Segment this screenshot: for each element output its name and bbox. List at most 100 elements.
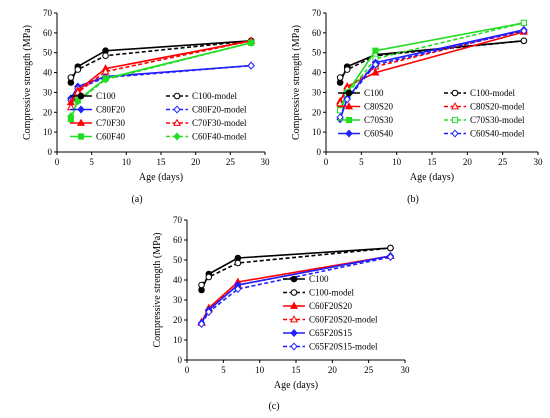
panel-label: (b): [407, 194, 419, 205]
legend-entry: C60S40: [338, 129, 394, 139]
legend-entry: C70S30-model: [444, 115, 525, 125]
legend-label: C65F20S15: [309, 328, 353, 338]
legend-marker: [345, 129, 353, 138]
chart-panel-2: 0 5 10 15 20 25 30 0 10 20 30 40 50 60 70 Age (days) Com…: [291, 8, 543, 205]
legend-label: C80F20-model: [192, 105, 247, 115]
data-point: [101, 75, 110, 84]
data-point: [520, 26, 528, 35]
legend-label: C100-model: [309, 288, 354, 298]
legend-entry: C100: [70, 91, 116, 101]
x-tick-label: 30: [401, 365, 411, 375]
legend-marker: [451, 129, 459, 138]
legend-entry: C65F20S15-model: [283, 342, 378, 352]
x-axis-label: Age (days): [274, 380, 318, 391]
y-tick-label: 10: [173, 335, 183, 345]
legend-marker: [173, 105, 181, 114]
data-point: [205, 273, 213, 281]
y-tick-label: 60: [173, 235, 183, 245]
y-tick-label: 40: [173, 275, 183, 285]
data-point: [372, 47, 379, 54]
legend-marker: [289, 301, 299, 309]
legend-marker: [77, 133, 85, 140]
x-tick-label: 0: [55, 157, 60, 167]
legend-label: C80F20: [96, 105, 126, 115]
x-tick-label: 0: [324, 157, 329, 167]
legend-marker: [345, 116, 353, 124]
legend-label: C80S20: [364, 102, 394, 112]
x-tick-label: 10: [392, 157, 402, 167]
legend-label: C60F40-model: [192, 132, 247, 142]
x-tick-label: 30: [534, 157, 544, 167]
x-axis-label: Age (days): [410, 172, 454, 183]
series-c70s30: [337, 19, 527, 113]
data-point: [198, 281, 205, 289]
legend-label: C60F20S20: [309, 301, 353, 311]
y-axis-label: Compressive strength (MPa): [291, 25, 302, 140]
y-tick-label: 70: [43, 8, 53, 18]
data-point: [197, 319, 206, 329]
series-line: [200, 247, 391, 291]
legend-label: C60S40-model: [470, 129, 525, 139]
data-point: [67, 112, 75, 121]
legend-marker: [173, 92, 181, 100]
data-point: [74, 66, 82, 73]
data-point: [234, 284, 242, 294]
legend-entry: C80S20: [338, 102, 394, 112]
legend-label: C60S40: [364, 129, 394, 139]
legend-entry: C60F40-model: [166, 132, 247, 142]
legend-entry: C100-model: [283, 288, 354, 298]
data-point: [386, 252, 395, 262]
y-tick-label: 10: [312, 127, 322, 137]
series-c100-model: [198, 244, 394, 289]
data-point: [102, 52, 109, 59]
y-tick-label: 0: [317, 147, 322, 157]
series-line: [339, 40, 524, 79]
legend-entry: C100-model: [166, 91, 237, 101]
y-tick-label: 40: [43, 68, 53, 78]
legend-label: C100-model: [192, 91, 237, 101]
data-point: [520, 37, 528, 45]
legend-entry: C60S40-model: [444, 129, 525, 139]
data-point: [387, 244, 394, 252]
legend-label: C100: [96, 91, 116, 101]
chart-panel-1: 0 5 10 15 20 25 30 0 10 20 30 40 50 60 70 Age (days) Com…: [22, 8, 270, 205]
y-tick-label: 50: [173, 255, 183, 265]
series-line: [339, 22, 525, 111]
y-tick-label: 50: [312, 48, 322, 58]
data-point: [343, 95, 351, 104]
legend-entry: C70F30: [70, 118, 126, 128]
x-tick-label: 15: [292, 365, 302, 375]
legend-label: C70S30: [364, 115, 394, 125]
y-tick-label: 70: [312, 8, 322, 18]
data-point: [343, 66, 351, 73]
legend-label: C100: [364, 88, 384, 98]
series-line: [200, 247, 391, 286]
y-tick-label: 30: [173, 295, 183, 305]
legend-marker: [289, 315, 299, 323]
legend-label: C70S30-model: [470, 115, 525, 125]
series-c100-model: [336, 37, 528, 81]
x-tick-label: 20: [463, 157, 473, 167]
series-c70s30-model: [337, 19, 527, 114]
legend-marker: [290, 328, 298, 338]
x-tick-label: 10: [122, 157, 132, 167]
panel-label: (c): [268, 401, 279, 412]
y-tick-label: 10: [43, 127, 53, 137]
legend: C100 C100-model C60F20S20 C60F20S20-model C6…: [283, 274, 378, 352]
x-tick-label: 15: [157, 157, 167, 167]
legend-label: C70F30-model: [192, 118, 247, 128]
data-point: [247, 61, 255, 70]
series-c65f20s15-model: [197, 252, 395, 329]
series-line: [70, 40, 252, 108]
x-tick-label: 5: [221, 365, 226, 375]
series-line: [200, 255, 391, 323]
legend-entry: C60F20S20-model: [283, 315, 378, 325]
y-tick-label: 60: [43, 28, 53, 38]
legend-entry: C100: [338, 88, 384, 98]
legend-marker: [290, 289, 298, 296]
legend-label: C65F20S15-model: [309, 342, 378, 352]
data-point: [371, 60, 380, 69]
series-line: [70, 40, 252, 83]
legend-marker: [173, 132, 181, 141]
chart-panel-3: 0 5 10 15 20 25 30 0 10 20 30 40 50 60 70 Age (days) Com…: [152, 215, 410, 412]
